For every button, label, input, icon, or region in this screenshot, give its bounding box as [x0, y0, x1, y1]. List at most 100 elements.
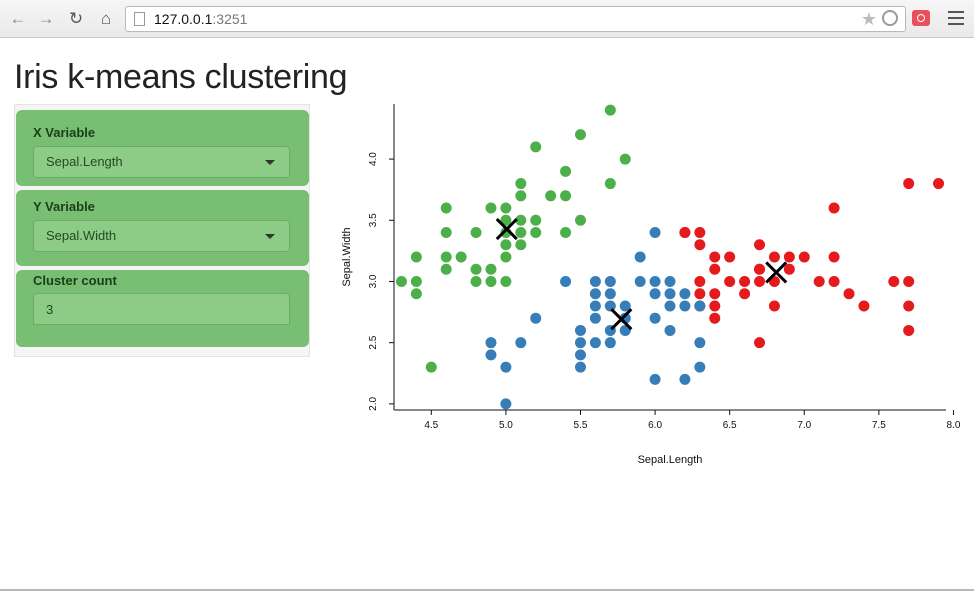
data-point: [560, 190, 572, 202]
data-point: [724, 251, 736, 263]
data-point: [903, 324, 915, 336]
cluster-count-panel: Cluster count 3: [16, 270, 309, 347]
data-point: [888, 275, 900, 287]
data-point: [395, 275, 407, 287]
data-point: [709, 312, 721, 324]
data-point: [589, 288, 601, 300]
data-point: [754, 263, 766, 275]
data-point: [500, 398, 512, 410]
bookmark-star-icon[interactable]: ★: [860, 9, 877, 29]
window-bottom-border: [0, 589, 974, 591]
data-point: [485, 202, 497, 214]
y-variable-select[interactable]: Sepal.Width: [33, 220, 290, 252]
data-point: [470, 275, 482, 287]
data-point: [694, 227, 706, 239]
data-point: [664, 288, 676, 300]
data-point: [589, 300, 601, 312]
x-tick-label: 6.5: [723, 420, 737, 431]
data-point: [410, 275, 422, 287]
data-point: [560, 227, 572, 239]
data-point: [440, 263, 452, 275]
data-point: [604, 300, 616, 312]
data-point: [679, 288, 691, 300]
data-point: [515, 239, 527, 251]
scatter-plot: 4.5 5.0 5.5 6.0 6.5 7.0 7.5 8.02.02.53.03.54.0 …: [341, 104, 960, 466]
data-point: [903, 275, 915, 287]
data-point: [754, 239, 766, 251]
data-point: [679, 227, 691, 239]
x-tick-label: 7.0: [797, 420, 811, 431]
data-point: [574, 129, 586, 141]
data-point: [574, 361, 586, 373]
data-point: [604, 288, 616, 300]
data-point: [500, 202, 512, 214]
menu-icon[interactable]: [948, 11, 964, 25]
url-host: 127.0.0.1: [154, 11, 213, 27]
x-variable-label: X Variable: [33, 125, 96, 140]
reload-icon[interactable]: ↻: [68, 9, 84, 28]
data-point: [843, 288, 855, 300]
cluster-center-marker: [610, 308, 633, 331]
data-point: [604, 275, 616, 287]
data-point: [589, 312, 601, 324]
zoom-icon[interactable]: [882, 10, 898, 26]
data-point: [500, 239, 512, 251]
data-point: [634, 251, 646, 263]
data-point: [813, 275, 825, 287]
x-tick-label: 5.5: [574, 420, 588, 431]
data-point: [768, 251, 780, 263]
data-point: [768, 300, 780, 312]
data-point: [500, 251, 512, 263]
chevron-down-icon: [265, 234, 275, 239]
page-title: Iris k-means clustering: [14, 58, 348, 96]
chevron-down-icon: [265, 160, 275, 165]
data-point: [604, 337, 616, 349]
data-point: [739, 275, 751, 287]
plot-points: [395, 104, 945, 410]
data-point: [574, 324, 586, 336]
data-point: [619, 153, 631, 165]
x-tick-label: 8.0: [947, 420, 960, 431]
data-point: [903, 300, 915, 312]
cluster-center-marker: [495, 218, 518, 241]
extension-icon[interactable]: [912, 10, 930, 26]
cluster-count-value: 3: [46, 302, 54, 317]
data-point: [425, 361, 437, 373]
data-point: [515, 227, 527, 239]
data-point: [754, 275, 766, 287]
x-variable-select[interactable]: Sepal.Length: [33, 146, 290, 178]
sidebar-panel: X Variable Sepal.Length Y Variable Sepal…: [14, 104, 310, 357]
x-variable-panel: X Variable Sepal.Length: [16, 110, 309, 186]
address-bar[interactable]: 127.0.0.1:3251 ★: [125, 6, 906, 32]
data-point: [754, 337, 766, 349]
data-point: [589, 275, 601, 287]
data-point: [455, 251, 467, 263]
data-point: [500, 361, 512, 373]
cluster-centers: [495, 218, 788, 331]
url-port: :3251: [212, 11, 248, 27]
cluster-count-label: Cluster count: [33, 273, 117, 288]
data-point: [634, 275, 646, 287]
data-point: [694, 275, 706, 287]
back-arrow-icon[interactable]: ←: [9, 9, 27, 28]
x-axis-label: Sepal.Length: [638, 454, 703, 466]
home-icon[interactable]: ⌂: [100, 9, 112, 28]
cluster-count-input[interactable]: 3: [33, 293, 290, 325]
data-point: [470, 227, 482, 239]
data-point: [619, 300, 631, 312]
data-point: [694, 300, 706, 312]
data-point: [664, 324, 676, 336]
data-point: [410, 288, 422, 300]
x-tick-label: 7.5: [872, 420, 886, 431]
data-point: [828, 251, 840, 263]
data-point: [574, 337, 586, 349]
data-point: [530, 227, 542, 239]
data-point: [858, 300, 870, 312]
y-variable-value: Sepal.Width: [46, 228, 117, 243]
data-point: [709, 300, 721, 312]
data-point: [604, 178, 616, 190]
data-point: [574, 349, 586, 361]
y-axis-label: Sepal.Width: [341, 227, 353, 286]
forward-arrow-icon[interactable]: →: [37, 9, 55, 28]
data-point: [739, 288, 751, 300]
